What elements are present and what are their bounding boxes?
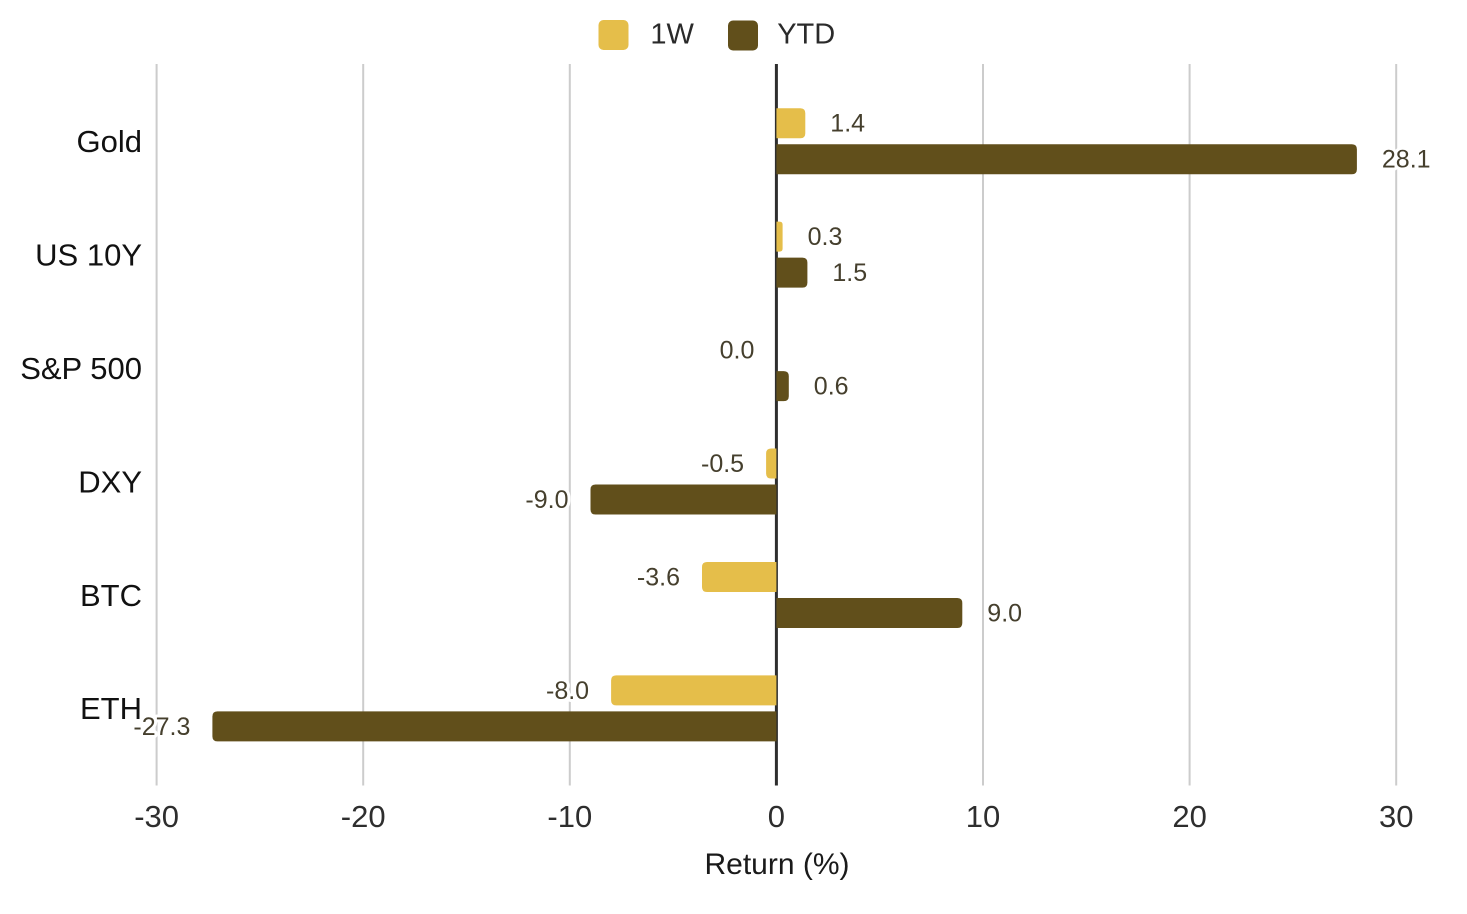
svg-text:Gold: Gold (77, 124, 142, 159)
svg-text:-27.3: -27.3 (133, 713, 190, 741)
svg-text:28.1: 28.1 (1382, 146, 1431, 174)
svg-text:S&P 500: S&P 500 (20, 351, 142, 386)
svg-text:-8.0: -8.0 (546, 677, 589, 705)
svg-text:30: 30 (1379, 799, 1413, 834)
svg-text:YTD: YTD (777, 19, 835, 51)
svg-text:-30: -30 (134, 799, 179, 834)
svg-text:10: 10 (966, 799, 1000, 834)
svg-text:0.0: 0.0 (720, 337, 755, 365)
svg-text:BTC: BTC (80, 578, 142, 613)
svg-text:0.6: 0.6 (814, 373, 849, 401)
svg-text:US 10Y: US 10Y (35, 237, 142, 272)
svg-text:-9.0: -9.0 (525, 486, 568, 514)
svg-text:1.4: 1.4 (830, 110, 865, 138)
svg-text:-3.6: -3.6 (637, 564, 680, 592)
svg-text:20: 20 (1172, 799, 1206, 834)
svg-text:DXY: DXY (78, 464, 142, 499)
svg-text:-20: -20 (341, 799, 386, 834)
svg-text:-0.5: -0.5 (701, 450, 744, 478)
svg-text:Return (%): Return (%) (704, 848, 849, 881)
svg-text:0.3: 0.3 (808, 223, 843, 251)
svg-text:9.0: 9.0 (987, 600, 1022, 628)
svg-text:-10: -10 (547, 799, 592, 834)
svg-text:1W: 1W (650, 19, 694, 51)
svg-text:1.5: 1.5 (832, 259, 867, 287)
svg-text:ETH: ETH (80, 691, 142, 726)
svg-text:0: 0 (768, 799, 785, 834)
